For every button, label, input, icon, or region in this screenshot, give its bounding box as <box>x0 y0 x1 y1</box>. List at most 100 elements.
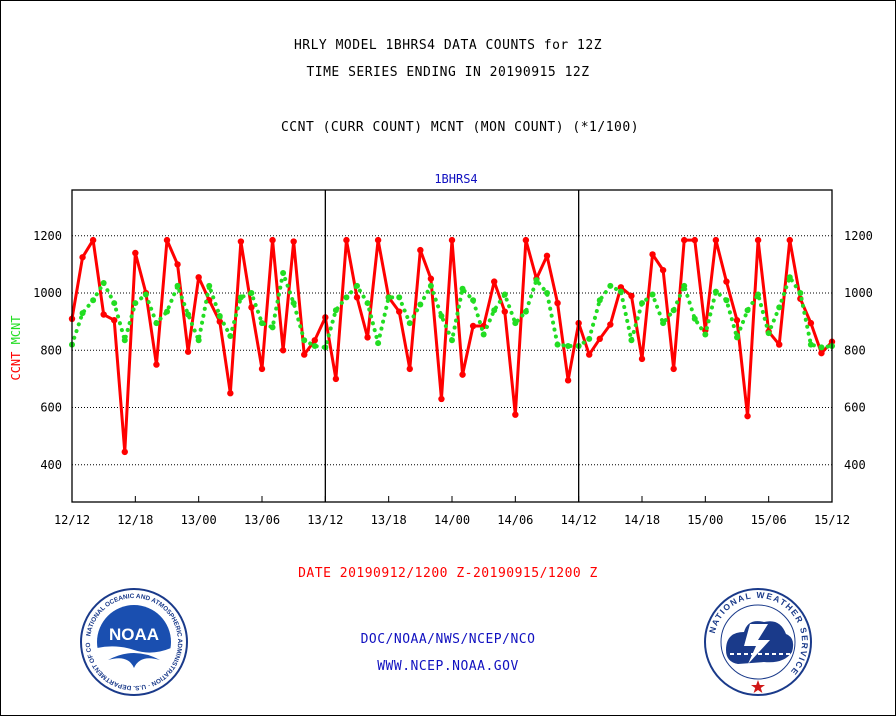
point-ccnt <box>353 294 361 301</box>
point-ccnt <box>174 261 181 268</box>
point-mcnt <box>396 294 403 301</box>
y-tick-left-800: 800 <box>40 343 62 357</box>
point-ccnt <box>543 252 551 260</box>
series-line-ccnt <box>70 238 834 454</box>
point-ccnt <box>163 236 171 244</box>
point-mcnt <box>649 291 656 298</box>
point-ccnt <box>459 371 466 378</box>
credit-line-2: WWW.NCEP.NOAA.GOV <box>377 659 519 674</box>
point-mcnt <box>522 308 529 315</box>
point-ccnt <box>237 238 245 245</box>
point-ccnt <box>311 337 318 344</box>
point-mcnt <box>533 277 540 284</box>
point-ccnt <box>258 365 266 373</box>
point-mcnt <box>100 280 107 287</box>
point-mcnt <box>290 300 297 307</box>
point-mcnt <box>449 337 455 344</box>
point-ccnt <box>512 411 519 418</box>
point-ccnt <box>396 308 403 315</box>
point-mcnt <box>132 300 139 307</box>
chart-title-line1: HRLY MODEL 1BHRS4 DATA COUNTS for 12Z <box>293 38 603 53</box>
point-ccnt <box>818 349 825 357</box>
point-ccnt <box>184 348 192 355</box>
point-ccnt <box>111 317 118 324</box>
point-ccnt <box>522 236 530 244</box>
point-mcnt <box>121 337 128 344</box>
point-mcnt <box>259 320 265 327</box>
point-ccnt <box>269 236 276 244</box>
point-ccnt <box>469 322 477 330</box>
point-mcnt <box>681 282 688 289</box>
nws-logo: NATIONAL WEATHER SERVICE <box>704 588 812 696</box>
point-ccnt <box>417 246 424 254</box>
point-ccnt <box>712 236 720 244</box>
point-mcnt <box>628 337 635 344</box>
y-tick-left-600: 600 <box>40 401 62 415</box>
point-ccnt <box>586 351 593 358</box>
point-mcnt <box>554 341 561 348</box>
x-tick-label: 13/18 <box>371 513 407 527</box>
y-tick-left-1000: 1000 <box>33 286 62 300</box>
x-tick-label: 12/18 <box>117 513 153 527</box>
point-mcnt <box>797 290 804 297</box>
point-mcnt <box>237 294 244 301</box>
point-ccnt <box>153 361 160 368</box>
x-tick-label: 13/12 <box>307 513 343 527</box>
point-ccnt <box>89 236 97 244</box>
point-ccnt <box>406 365 413 373</box>
chart-title-line2: TIME SERIES ENDING IN 20190915 12Z <box>306 65 590 80</box>
point-ccnt <box>290 238 297 245</box>
point-ccnt <box>427 275 435 282</box>
point-mcnt <box>617 288 624 295</box>
point-ccnt <box>132 249 139 257</box>
point-mcnt <box>280 270 287 277</box>
point-mcnt <box>153 320 160 327</box>
point-mcnt <box>343 294 350 301</box>
y-tick-right-400: 400 <box>844 458 866 472</box>
series-label: 1BHRS4 <box>434 172 477 186</box>
point-mcnt <box>111 300 118 307</box>
noaa-logo-text: NOAA <box>109 625 159 644</box>
x-tick-label: 12/12 <box>54 513 90 527</box>
point-mcnt <box>512 320 519 327</box>
point-ccnt <box>786 236 793 244</box>
point-mcnt <box>459 285 466 292</box>
point-mcnt <box>723 297 730 304</box>
point-mcnt <box>744 307 751 314</box>
x-tick-label: 15/12 <box>814 513 850 527</box>
point-mcnt <box>596 297 603 304</box>
point-ccnt <box>596 335 603 343</box>
point-mcnt <box>195 337 202 344</box>
point-ccnt <box>754 236 762 244</box>
point-mcnt <box>776 304 783 311</box>
point-mcnt <box>332 307 339 314</box>
point-mcnt <box>354 282 360 289</box>
point-mcnt <box>565 343 572 349</box>
point-ccnt <box>681 236 688 244</box>
point-mcnt <box>90 297 97 304</box>
y-tick-right-600: 600 <box>844 401 866 415</box>
point-ccnt <box>332 375 340 383</box>
point-mcnt <box>385 294 392 301</box>
point-mcnt <box>427 282 434 289</box>
point-ccnt <box>79 254 86 261</box>
point-mcnt <box>406 320 413 327</box>
credit-line-1: DOC/NOAA/NWS/NCEP/NCO <box>360 632 536 647</box>
y-tick-left-1200: 1200 <box>33 229 62 243</box>
y-tick-right-1000: 1000 <box>844 286 873 300</box>
x-tick-label: 14/00 <box>434 513 470 527</box>
point-ccnt <box>807 319 815 327</box>
point-mcnt <box>691 315 698 322</box>
point-ccnt <box>607 321 614 328</box>
point-mcnt <box>417 301 424 308</box>
point-ccnt <box>195 274 202 281</box>
point-ccnt <box>374 236 382 244</box>
point-mcnt <box>786 274 793 281</box>
point-ccnt <box>279 347 287 354</box>
point-ccnt <box>364 334 371 341</box>
point-ccnt <box>491 278 498 285</box>
point-ccnt <box>659 266 667 274</box>
point-ccnt <box>216 318 223 325</box>
point-mcnt <box>364 300 371 307</box>
point-mcnt <box>269 324 276 331</box>
